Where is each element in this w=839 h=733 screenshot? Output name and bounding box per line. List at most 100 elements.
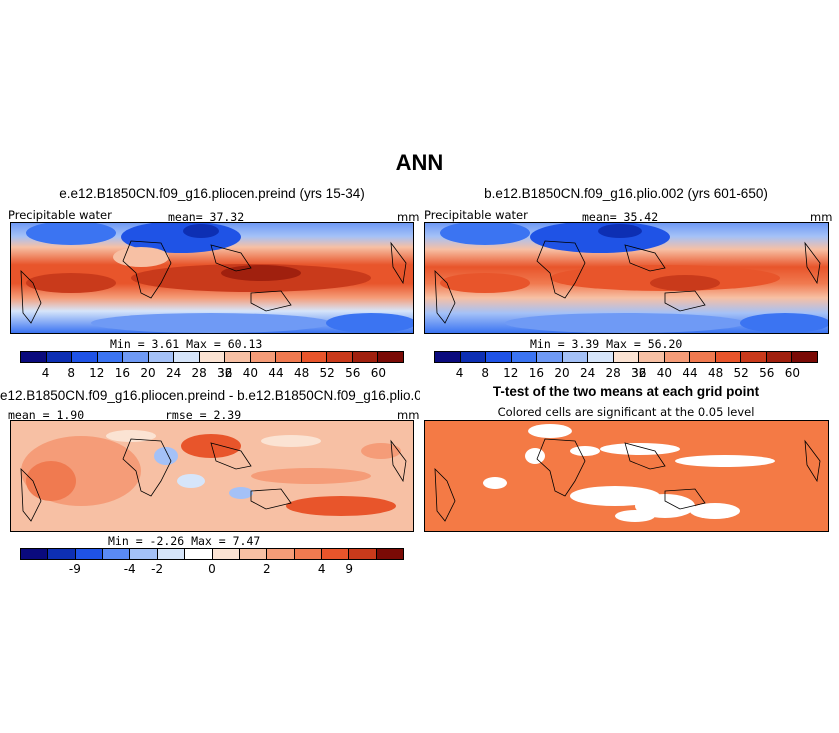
- panel1-map: [10, 222, 414, 334]
- colorbar-cell: [639, 352, 665, 362]
- colorbar-cell: [766, 352, 793, 362]
- colorbar-tick-label: -2: [151, 562, 164, 576]
- colorbar-cell: [21, 549, 49, 559]
- colorbar-tick-label: 56: [345, 366, 361, 380]
- colorbar-cell: [321, 549, 350, 559]
- colorbar-tick-label: -4: [123, 562, 136, 576]
- colorbar-cell: [72, 352, 98, 362]
- panel3-unit: mm: [397, 408, 420, 422]
- panel2-min-max: Min = 3.39 Max = 56.20: [530, 337, 683, 351]
- panel4-title: T-test of the two means at each grid poi…: [492, 384, 760, 399]
- panel3-mean-label: mean = 1.90: [8, 408, 85, 422]
- colorbar-tick-label: 16: [114, 366, 131, 380]
- panel4-subtitle: Colored cells are significant at the 0.0…: [497, 405, 755, 419]
- colorbar-cell: [537, 352, 563, 362]
- colorbar-tick-label: 32: [217, 366, 233, 380]
- colorbar-cell: [267, 549, 295, 559]
- colorbar-cell: [148, 352, 175, 362]
- colorbar-tick-label: 36: [217, 366, 233, 380]
- colorbar-cell: [327, 352, 353, 362]
- panel1-mean-label: mean= 37.32: [168, 210, 245, 224]
- figure-title: ANN: [395, 150, 444, 175]
- panel1-min-max: Min = 3.61 Max = 60.13: [110, 337, 263, 351]
- colorbar-tick-label: 56: [759, 366, 775, 380]
- colorbar-tick-label: 48: [707, 366, 724, 380]
- panel1-title: e.e12.B1850CN.f09_g16.pliocen.preind (yr…: [59, 186, 365, 201]
- colorbar-cell: [715, 352, 742, 362]
- panel2-map: [424, 222, 829, 334]
- colorbar-cell: [613, 352, 640, 362]
- colorbar-tick-label: 44: [268, 366, 284, 380]
- colorbar-tick-label: 4: [455, 366, 464, 380]
- panel2-unit: mm: [810, 210, 833, 224]
- colorbar-tick-label: 32: [631, 366, 647, 380]
- colorbar-cell: [435, 352, 461, 362]
- colorbar-cell: [157, 549, 186, 559]
- colorbar-tick-label: 9: [345, 562, 353, 576]
- colorbar-cell: [48, 549, 76, 559]
- colorbar-cell: [352, 352, 379, 362]
- colorbar-tick-label: 0: [208, 562, 216, 576]
- colorbar-tick-label: -9: [68, 562, 81, 576]
- panel2-colorbar-ticks: 4 8 12 16 20 24 28 32 36 40 44 48 52 56 60: [434, 366, 818, 380]
- panel2-colorbar: [434, 351, 818, 363]
- colorbar-cell: [511, 352, 538, 362]
- colorbar-cell: [239, 549, 268, 559]
- colorbar-tick-label: 60: [370, 366, 387, 380]
- colorbar-cell: [301, 352, 328, 362]
- colorbar-cell: [690, 352, 716, 362]
- colorbar-cell: [349, 549, 377, 559]
- colorbar-cell: [212, 549, 240, 559]
- colorbar-cell: [46, 352, 73, 362]
- panel3-map: [10, 420, 414, 532]
- colorbar-cell: [276, 352, 302, 362]
- colorbar-tick-label: 28: [605, 366, 621, 380]
- colorbar-tick-label: 4: [317, 562, 326, 576]
- colorbar-tick-label: 44: [682, 366, 698, 380]
- colorbar-cell: [460, 352, 487, 362]
- panel2-variable-label: Precipitable water: [424, 208, 528, 222]
- colorbar-cell: [376, 549, 404, 559]
- colorbar-tick-label: 8: [481, 366, 490, 380]
- colorbar-tick-label: 24: [165, 366, 182, 380]
- colorbar-cell: [486, 352, 512, 362]
- colorbar-cell: [588, 352, 614, 362]
- colorbar-cell: [174, 352, 200, 362]
- colorbar-cell: [294, 549, 322, 559]
- panel2-title: b.e12.B1850CN.f09_g16.plio.002 (yrs 601-…: [484, 186, 768, 201]
- colorbar-tick-label: 52: [733, 366, 749, 380]
- colorbar-cell: [185, 549, 213, 559]
- panel1-unit: mm: [397, 210, 420, 224]
- colorbar-tick-label: 20: [554, 366, 570, 380]
- colorbar-tick-label: 20: [140, 366, 156, 380]
- colorbar-cell: [21, 352, 47, 362]
- colorbar-cell: [792, 352, 817, 362]
- colorbar-tick-label: 16: [528, 366, 545, 380]
- colorbar-cell: [130, 549, 158, 559]
- colorbar-cell: [123, 352, 149, 362]
- colorbar-tick-label: 48: [293, 366, 310, 380]
- colorbar-tick-label: 8: [67, 366, 76, 380]
- panel1-colorbar: [20, 351, 404, 363]
- panel3-title: e12.B1850CN.f09_g16.pliocen.preind - b.e…: [0, 388, 420, 403]
- colorbar-tick-label: 12: [503, 366, 519, 380]
- colorbar-cell: [75, 549, 104, 559]
- panel4-map: [424, 420, 829, 532]
- colorbar-tick-label: 40: [656, 366, 673, 380]
- panel1-variable-label: Precipitable water: [8, 208, 112, 222]
- colorbar-tick-label: 4: [41, 366, 50, 380]
- colorbar-tick-label: 2: [263, 562, 271, 576]
- colorbar-cell: [741, 352, 767, 362]
- colorbar-tick-label: 28: [191, 366, 207, 380]
- panel3-colorbar: [20, 548, 404, 560]
- colorbar-cell: [250, 352, 277, 362]
- colorbar-cell: [103, 549, 131, 559]
- panel3-rmse-label: rmse = 2.39: [165, 408, 242, 422]
- colorbar-tick-label: 60: [784, 366, 801, 380]
- panel3-min-max: Min = -2.26 Max = 7.47: [108, 534, 261, 548]
- colorbar-tick-label: 12: [89, 366, 105, 380]
- colorbar-cell: [225, 352, 251, 362]
- colorbar-tick-label: 24: [579, 366, 596, 380]
- colorbar-tick-label: 40: [242, 366, 259, 380]
- panel3-colorbar-ticks: -9 -4 -2 0 2 4 9: [20, 562, 404, 576]
